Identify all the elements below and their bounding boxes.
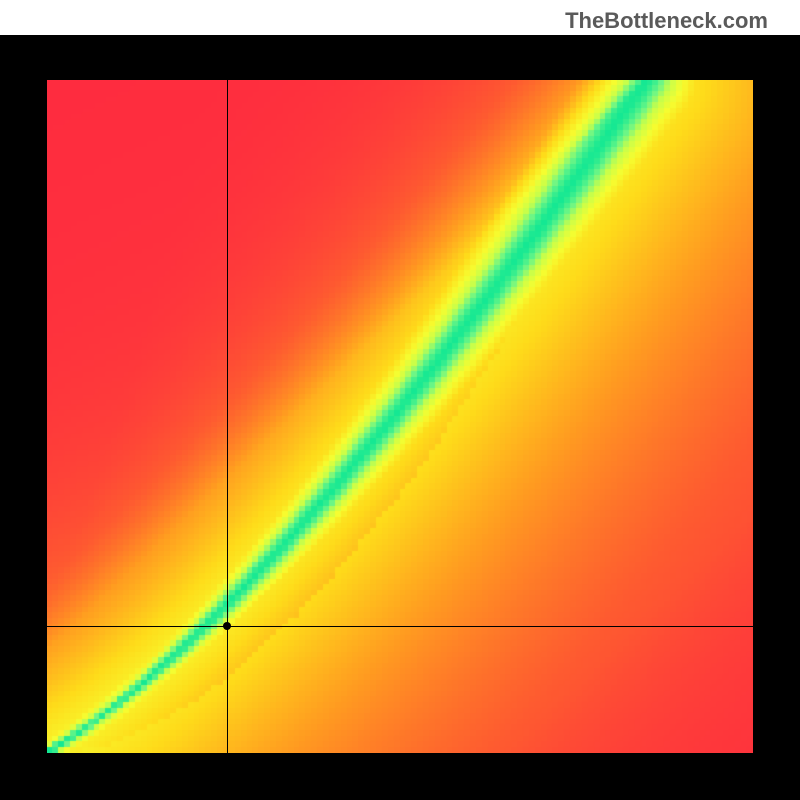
- figure-container: TheBottleneck.com: [0, 0, 800, 800]
- brand-label: TheBottleneck.com: [565, 8, 768, 34]
- plot-area: [47, 80, 753, 753]
- crosshair-vertical: [227, 80, 228, 753]
- plot-outer-frame: [0, 35, 800, 800]
- heatmap-canvas: [47, 80, 753, 753]
- marker-dot: [223, 622, 231, 630]
- crosshair-horizontal: [47, 626, 753, 627]
